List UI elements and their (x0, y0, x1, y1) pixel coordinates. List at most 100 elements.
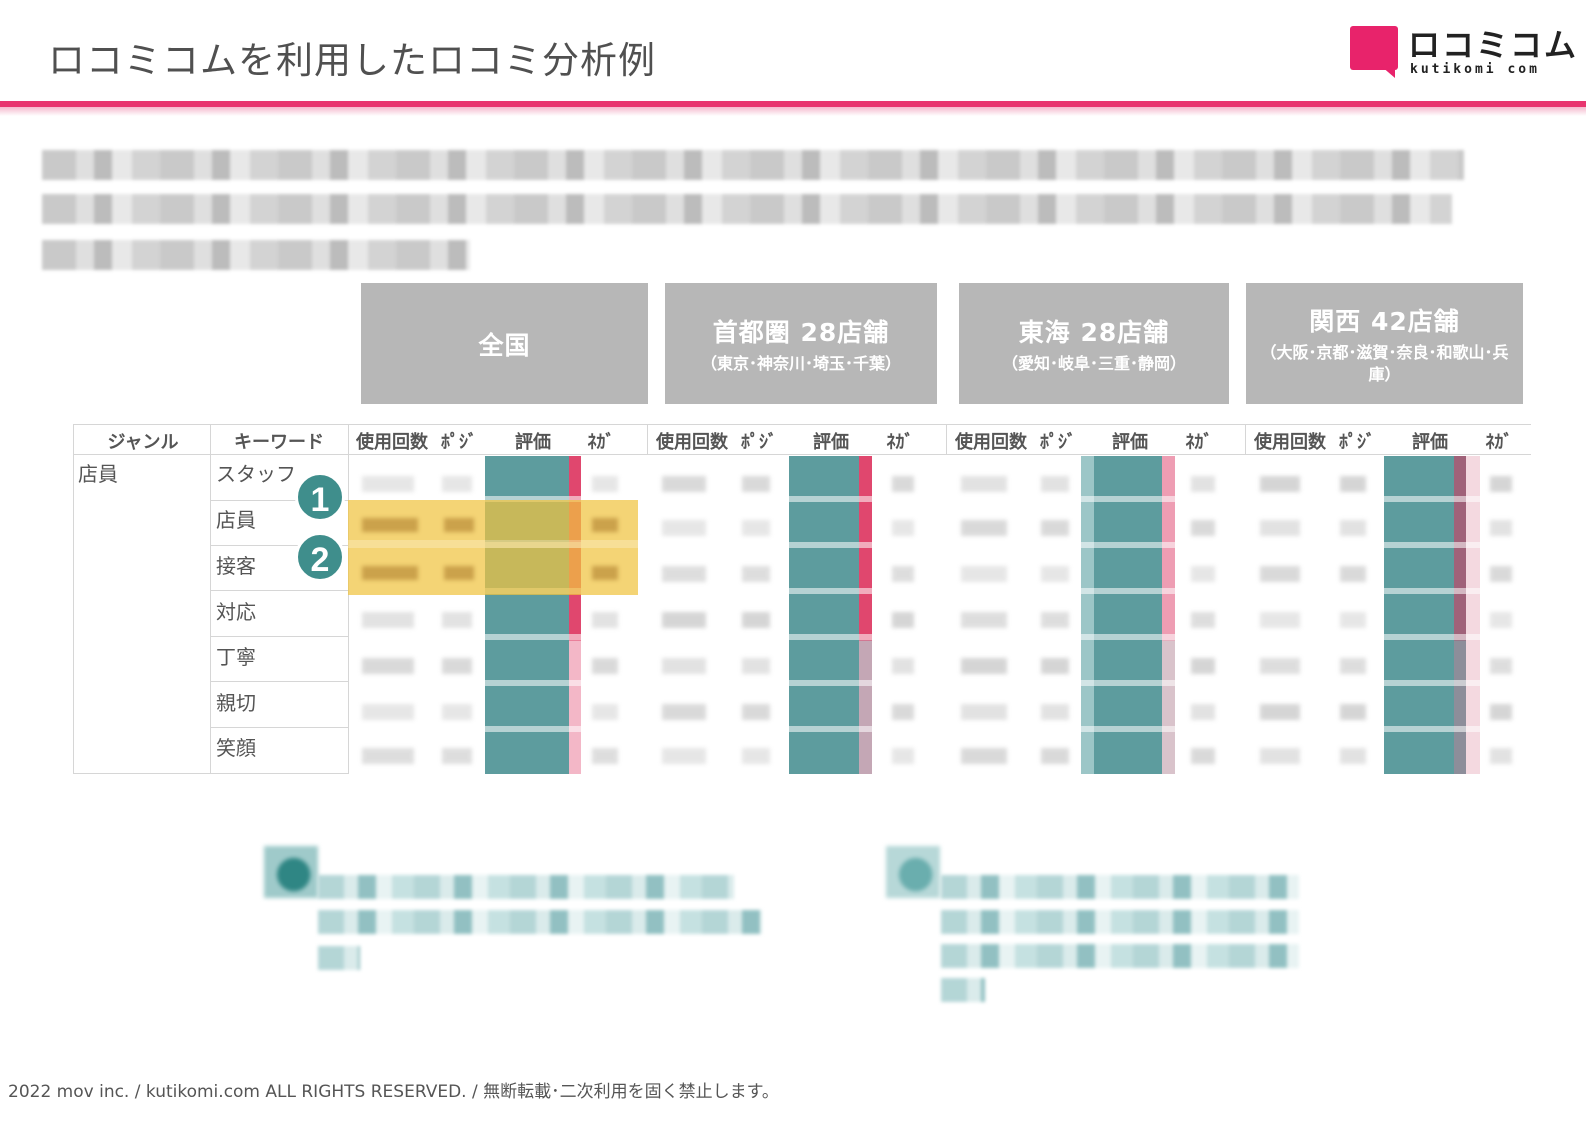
callout-marker-2: 2 (295, 532, 345, 582)
blurred-value-cell (1340, 476, 1366, 492)
blurred-value-cell (1490, 566, 1512, 582)
blurred-value-cell (1260, 704, 1300, 720)
blurred-value-cell (442, 476, 472, 492)
logo-text: ロコミコム (1408, 26, 1579, 64)
blurred-value-cell (1041, 520, 1069, 536)
blurred-value-cell (1041, 704, 1069, 720)
keyword-cell: 笑顔 (216, 736, 256, 760)
blurred-value-cell (1041, 658, 1069, 674)
negative-bar (1162, 456, 1175, 774)
blurred-value-cell (1041, 748, 1069, 764)
blurred-note-line (941, 944, 1299, 968)
blurred-value-cell (742, 612, 770, 628)
blurred-value-cell (662, 476, 706, 492)
row-separator (348, 496, 1528, 502)
brand-logo: ロコミコム kutikomi com (1350, 22, 1580, 82)
evaluation-header: 評価 (1112, 432, 1148, 453)
keyword-row-border (210, 681, 348, 682)
table-header-border (73, 454, 1531, 455)
keyword-cell: スタッフ (216, 462, 296, 486)
blurred-value-cell (1340, 748, 1366, 764)
callout-marker-1: 1 (295, 472, 345, 522)
blurred-value-cell (662, 612, 706, 628)
blurred-value-cell (662, 520, 706, 536)
genre-column-header: ジャンル (107, 432, 179, 453)
blurred-text-line (42, 240, 470, 270)
evaluation-header: 評価 (813, 432, 849, 453)
blurred-value-cell (742, 704, 770, 720)
blurred-value-cell (362, 658, 414, 674)
blurred-value-cell (362, 748, 414, 764)
blurred-value-cell (961, 476, 1007, 492)
speech-bubble-icon (1350, 26, 1398, 70)
column-divider (647, 424, 648, 454)
blurred-value-cell (1191, 566, 1215, 582)
page-header: ロコミコムを利用したロコミ分析例 ロコミコム kutikomi com (0, 0, 1586, 112)
header-divider-shadow (0, 107, 1586, 116)
blurred-value-cell (1490, 476, 1512, 492)
keyword-row-border (210, 545, 348, 546)
keyword-column-header: キーワード (234, 432, 324, 453)
blurred-value-cell (362, 612, 414, 628)
blurred-value-cell (961, 612, 1007, 628)
blurred-value-cell (662, 704, 706, 720)
keyword-cell: 店員 (216, 508, 256, 532)
blurred-value-cell (1260, 520, 1300, 536)
highlighted-value (592, 566, 618, 580)
usage-count-header: 使用回数 (955, 432, 1027, 453)
evaluation-bar (789, 456, 859, 774)
region-name: 東海 28店舗 (1018, 317, 1170, 347)
negative-header: ﾈｶﾞ (1485, 432, 1513, 453)
blurred-value-cell (1260, 658, 1300, 674)
note-1-icon (264, 846, 318, 898)
blurred-value-cell (1340, 704, 1366, 720)
keyword-cell: 丁寧 (216, 645, 256, 669)
highlighted-value (592, 518, 618, 532)
keyword-cell: 対応 (216, 600, 256, 624)
table-top-border (73, 424, 1531, 425)
negative-header: ﾈｶﾞ (587, 432, 615, 453)
blurred-note-line (318, 946, 360, 970)
region-header-national: 全国 (361, 283, 648, 404)
header-divider (0, 101, 1586, 107)
row-separator (348, 588, 1528, 594)
negative-bar-edge (1466, 456, 1480, 774)
blurred-value-cell (892, 748, 914, 764)
negative-header: ﾈｶﾞ (1185, 432, 1213, 453)
column-divider (946, 424, 947, 454)
usage-count-header: 使用回数 (656, 432, 728, 453)
row-separator (348, 680, 1528, 686)
keyword-row-border (210, 727, 348, 728)
evaluation-header: 評価 (1412, 432, 1448, 453)
region-header-kansai: 関西 42店舗 （大阪･京都･滋賀･奈良･和歌山･兵庫） (1246, 283, 1523, 404)
blurred-value-cell (961, 566, 1007, 582)
evaluation-bar (1094, 456, 1162, 774)
highlighted-value (362, 566, 418, 580)
blurred-value-cell (1041, 566, 1069, 582)
blurred-value-cell (742, 476, 770, 492)
evaluation-bar-edge (1081, 456, 1094, 774)
positive-header: ﾎﾟｼﾞ (1339, 432, 1375, 453)
blurred-value-cell (1340, 612, 1366, 628)
blurred-value-cell (892, 704, 914, 720)
page-title: ロコミコムを利用したロコミ分析例 (48, 39, 656, 82)
genre-cell: 店員 (78, 462, 118, 486)
blurred-note-line (941, 875, 1299, 899)
blurred-value-cell (892, 520, 914, 536)
blurred-value-cell (742, 566, 770, 582)
region-header-tokai: 東海 28店舗 （愛知･岐阜･三重･静岡） (959, 283, 1229, 404)
keyword-row-border (210, 636, 348, 637)
blurred-value-cell (1041, 612, 1069, 628)
blurred-note-line (941, 978, 985, 1002)
blurred-value-cell (1260, 566, 1300, 582)
region-prefectures: （愛知･岐阜･三重･静岡） (1001, 353, 1186, 373)
blurred-value-cell (961, 658, 1007, 674)
usage-count-header: 使用回数 (356, 432, 428, 453)
blurred-note-line (941, 910, 1299, 934)
usage-count-header: 使用回数 (1254, 432, 1326, 453)
blurred-value-cell (1260, 612, 1300, 628)
blurred-value-cell (1490, 704, 1512, 720)
blurred-value-cell (1490, 520, 1512, 536)
blurred-value-cell (442, 748, 472, 764)
negative-bar (1454, 456, 1466, 774)
